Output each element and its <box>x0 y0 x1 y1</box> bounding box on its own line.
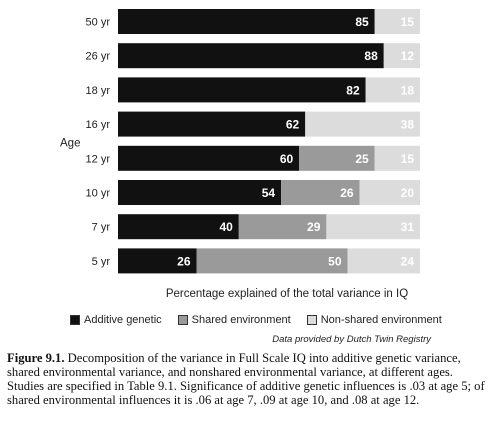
bar-segment <box>365 77 420 103</box>
stacked-bar-chart: 50 yr 85 15 26 yr 88 12 18 yr 82 18 16 yr 62 38 12 y… <box>60 9 420 300</box>
legend-item-shared: Shared environment <box>177 314 291 326</box>
data-label: 82 <box>346 83 360 97</box>
legend-label-shared: Shared environment <box>191 314 291 326</box>
data-label: 62 <box>286 118 300 132</box>
y-tick-label: 16 yr <box>86 119 111 131</box>
data-label: 18 <box>401 83 415 97</box>
bar-segment <box>118 9 375 34</box>
bar-segment <box>118 180 282 205</box>
bar-segment <box>374 145 420 171</box>
data-label: 12 <box>401 49 415 63</box>
data-label: 20 <box>401 186 415 200</box>
legend-label-additive: Additive genetic <box>84 314 162 326</box>
bar-segment <box>347 248 420 274</box>
bar-segment <box>118 214 239 240</box>
legend: Additive genetic Shared environment Non-… <box>70 314 442 326</box>
bar-segment <box>383 43 420 69</box>
legend-item-additive: Additive genetic <box>70 314 162 326</box>
caption-label: Figure 9.1. <box>7 351 65 365</box>
bar-segment <box>118 248 197 274</box>
data-label: 88 <box>364 49 378 63</box>
data-label: 54 <box>262 186 276 200</box>
data-label: 31 <box>401 220 415 234</box>
bar-segment <box>118 43 384 69</box>
data-label: 60 <box>280 152 294 166</box>
bar-segment <box>326 214 420 240</box>
bar-segment <box>238 214 327 240</box>
y-tick-label: 26 yr <box>86 51 111 63</box>
bar-segment <box>359 180 420 205</box>
bar-segment <box>118 111 306 137</box>
data-label: 24 <box>401 254 415 268</box>
data-label: 15 <box>401 152 415 166</box>
y-tick-label: 7 yr <box>92 222 111 234</box>
bar-segment <box>118 77 366 103</box>
data-source-note: Data provided by Dutch Twin Registry <box>272 334 431 345</box>
legend-swatch-additive <box>70 315 80 325</box>
data-label: 38 <box>401 118 415 132</box>
bar-segment <box>305 111 420 137</box>
data-label: 26 <box>177 254 191 268</box>
x-axis-label: Percentage explained of the total varian… <box>166 288 408 300</box>
legend-item-nonshared: Non-shared environment <box>306 314 442 326</box>
legend-label-nonshared: Non-shared environment <box>320 314 442 326</box>
data-label: 29 <box>307 220 321 234</box>
y-tick-label: 12 yr <box>86 153 111 165</box>
y-tick-label: 18 yr <box>86 85 111 97</box>
bar-segment <box>281 180 360 205</box>
data-label: 40 <box>219 220 233 234</box>
y-axis-label: Age <box>60 137 80 149</box>
y-tick-label: 5 yr <box>92 256 111 268</box>
data-label: 50 <box>328 254 342 268</box>
data-label: 15 <box>401 15 415 29</box>
data-label: 26 <box>340 186 354 200</box>
caption-text: Decomposition of the variance in Full Sc… <box>7 351 485 407</box>
bar-segment <box>374 9 420 34</box>
data-label: 85 <box>355 15 369 29</box>
data-label: 25 <box>355 152 369 166</box>
bar-segment <box>118 145 300 171</box>
bar-segment <box>299 145 375 171</box>
legend-swatch-shared <box>177 315 188 325</box>
y-tick-label: 50 yr <box>86 17 111 29</box>
bar-segment <box>196 248 348 274</box>
legend-swatch-nonshared <box>306 315 317 325</box>
figure-caption: Figure 9.1. Decomposition of the varianc… <box>7 351 493 407</box>
y-tick-label: 10 yr <box>86 188 111 200</box>
